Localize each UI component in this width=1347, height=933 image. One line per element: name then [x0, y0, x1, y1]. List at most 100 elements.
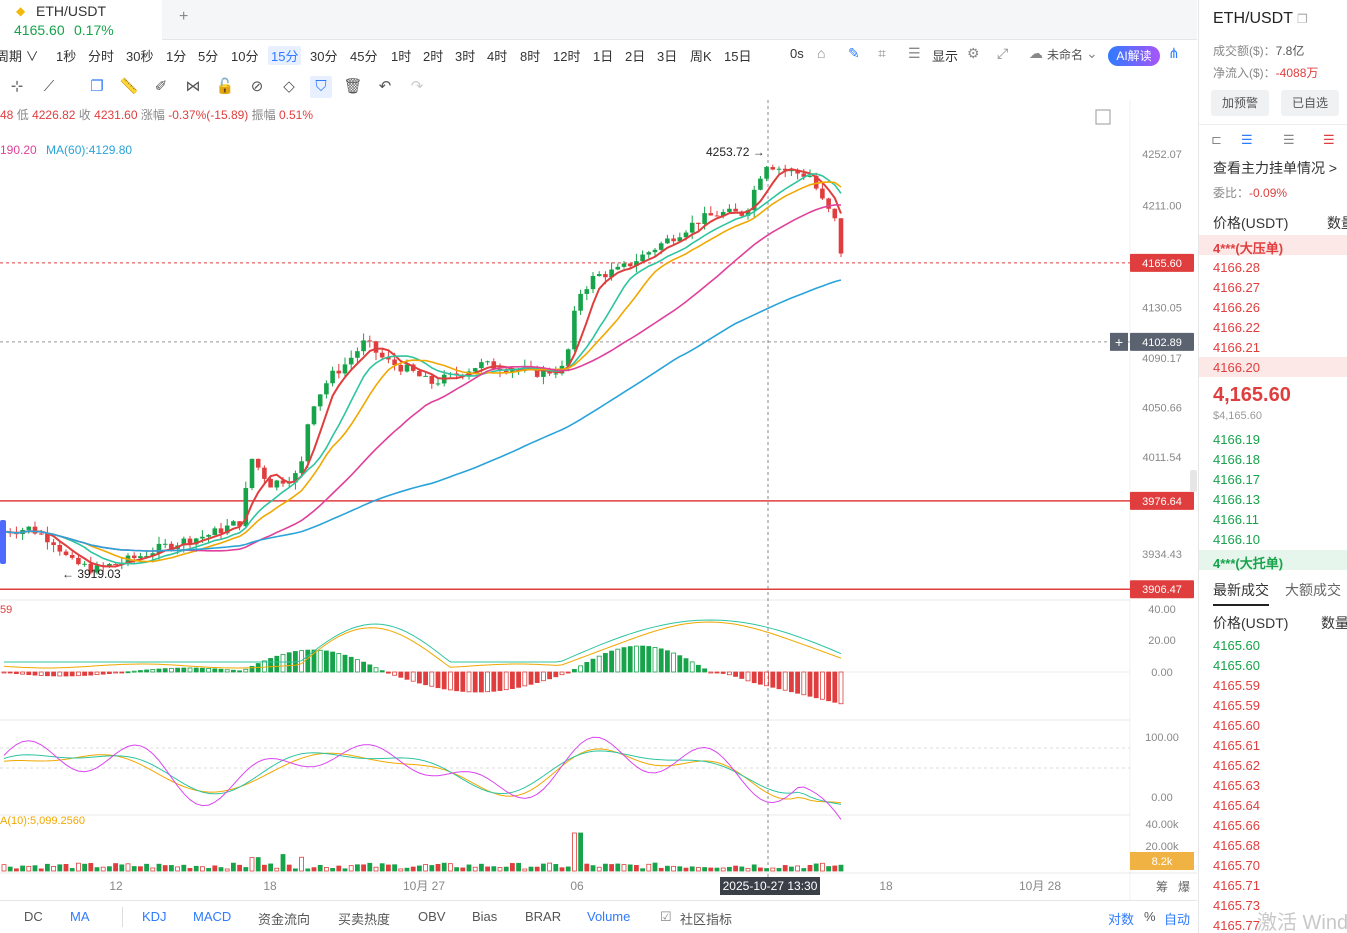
volume-bar: [392, 864, 398, 872]
visibility-icon[interactable]: ⊘: [250, 78, 264, 95]
indicator-0[interactable]: DC: [24, 909, 43, 924]
interval-13[interactable]: 4时: [487, 49, 508, 64]
tab-bar: ◆ ETH/USDT 4165.60 0.17% +: [0, 0, 1197, 40]
chevron-down-icon[interactable]: ⌄: [1086, 45, 1098, 61]
candle-body: [491, 361, 497, 369]
add-tab-button[interactable]: +: [179, 8, 189, 25]
interval-14[interactable]: 8时: [520, 49, 541, 64]
price-axis-label-6: 3934.43: [1142, 549, 1182, 561]
trade-row: 4165.61: [1213, 738, 1260, 753]
volume-bar: [603, 863, 608, 872]
share-icon[interactable]: ⋔: [1168, 45, 1180, 61]
list-icon[interactable]: ☰: [908, 45, 921, 61]
candle-body: [237, 521, 242, 527]
fullscreen-icon[interactable]: ⤢: [997, 45, 1009, 61]
interval-10[interactable]: 1时: [391, 49, 412, 64]
interval-20[interactable]: 15日: [724, 49, 752, 64]
macd-bar: [224, 669, 230, 673]
orderbook-both-icon[interactable]: ⊏: [1211, 132, 1222, 147]
interval-7[interactable]: 15分: [268, 46, 302, 65]
indicator-13[interactable]: 自动: [1164, 912, 1191, 927]
last-price-usd: $4,165.60: [1213, 410, 1262, 422]
interval-12[interactable]: 3时: [455, 49, 476, 64]
settings-icon[interactable]: ⚙: [967, 45, 980, 61]
redo-icon[interactable]: ↷: [410, 78, 424, 95]
interval-11[interactable]: 2时: [423, 49, 444, 64]
layout-name-select[interactable]: 未命名: [1047, 48, 1084, 62]
interval-bar: 周期 ∨ 1秒 分时 30秒 1分 5分 10分 15分 30分 45分 1时 2时 3时 4时 8时 12时…: [0, 40, 1197, 70]
interval-16[interactable]: 1日: [593, 49, 614, 64]
tab-big-trades[interactable]: 大额成交: [1285, 582, 1341, 598]
volume-bar: [361, 864, 367, 872]
interval-0[interactable]: 周期 ∨: [0, 49, 39, 64]
macd-bar: [330, 651, 336, 673]
candle-body: [553, 373, 559, 375]
orderbook-asks-icon[interactable]: ☰: [1241, 132, 1253, 147]
indicator-1[interactable]: MA: [70, 909, 90, 924]
macd-axis-1: 20.00: [1148, 635, 1176, 647]
axis-button-0[interactable]: 筹: [1156, 880, 1168, 894]
pattern-tool-icon[interactable]: ⋈: [185, 78, 201, 95]
interval-4[interactable]: 1分: [166, 49, 187, 64]
candle-body: [150, 553, 156, 556]
display-menu[interactable]: 显示: [932, 49, 959, 64]
filter-icon[interactable]: ⛉: [310, 76, 332, 98]
interval-2[interactable]: 分时: [88, 49, 115, 64]
volume-bar: [410, 866, 416, 872]
layout-icon[interactable]: ⌗: [878, 45, 886, 61]
lock-icon[interactable]: 🔓: [215, 78, 235, 95]
bid-row: 4166.19: [1213, 432, 1260, 447]
orderbook-depth-icon[interactable]: ☰: [1323, 132, 1335, 147]
magnet-icon[interactable]: ◇: [283, 78, 295, 95]
volume-bar: [609, 864, 614, 872]
add-alert-button[interactable]: 加预警: [1211, 90, 1269, 116]
indicator-11[interactable]: 对数: [1108, 912, 1135, 927]
indicator-8[interactable]: BRAR: [525, 909, 562, 924]
interval-17[interactable]: 2日: [625, 49, 646, 64]
brush-tool-icon[interactable]: ✐: [154, 78, 168, 95]
clone-tool-icon[interactable]: ❐: [90, 78, 104, 95]
interval-1[interactable]: 1秒: [56, 49, 77, 64]
indicator-4[interactable]: 资金流向: [258, 912, 311, 927]
volume-bar: [646, 863, 652, 872]
trendline-tool-icon[interactable]: ⟋: [43, 78, 55, 95]
kline-chart[interactable]: 4252.07 4211.00 4130.05 4090.17 4050.66 4011.…: [0, 100, 1197, 900]
main-orders-link[interactable]: 查看主力挂单情况 >: [1213, 160, 1338, 176]
tab-latest-trades[interactable]: 最新成交: [1213, 582, 1269, 598]
interval-6[interactable]: 10分: [231, 49, 259, 64]
copy-icon[interactable]: ❐: [1297, 12, 1308, 26]
camera-icon[interactable]: ⌂: [817, 45, 826, 61]
interval-8[interactable]: 30分: [310, 49, 338, 64]
macd-label: 59: [0, 604, 12, 616]
macd-bar: [838, 671, 844, 705]
indicator-5[interactable]: 买卖热度: [338, 912, 391, 927]
axis-button-1[interactable]: 爆: [1178, 880, 1190, 894]
pencil-icon[interactable]: ✎: [848, 45, 860, 61]
candle-body: [26, 526, 32, 530]
orderbook-bids-icon[interactable]: ☰: [1283, 132, 1295, 147]
undo-icon[interactable]: ↶: [378, 78, 392, 95]
interval-5[interactable]: 5分: [198, 49, 219, 64]
indicator-3[interactable]: MACD: [193, 909, 232, 924]
macd-bar: [119, 671, 125, 674]
interval-9[interactable]: 45分: [350, 49, 378, 64]
volume-bar: [168, 865, 174, 872]
ruler-tool-icon[interactable]: 📏: [119, 78, 139, 95]
crosshair-tool-icon[interactable]: ⊹: [10, 78, 24, 95]
interval-18[interactable]: 3日: [657, 49, 678, 64]
indicator-6[interactable]: OBV: [418, 909, 446, 924]
interval-19[interactable]: 周K: [690, 49, 712, 64]
indicator-2[interactable]: KDJ: [142, 909, 167, 924]
interval-15[interactable]: 12时: [553, 49, 581, 64]
indicator-7[interactable]: Bias: [472, 909, 498, 924]
indicator-10[interactable]: 社区指标: [680, 912, 733, 927]
indicator-12[interactable]: %: [1144, 909, 1156, 924]
indicator-9[interactable]: Volume: [587, 909, 631, 924]
ai-analysis-button[interactable]: AI解读: [1108, 46, 1160, 66]
trash-icon[interactable]: 🗑: [343, 78, 363, 95]
tab-eth-usdt[interactable]: ◆ ETH/USDT 4165.60 0.17%: [0, 0, 162, 40]
volume-bar: [708, 867, 714, 872]
watchlist-button[interactable]: 已自选: [1281, 90, 1339, 116]
volume-bar: [26, 865, 32, 872]
interval-3[interactable]: 30秒: [126, 49, 154, 64]
